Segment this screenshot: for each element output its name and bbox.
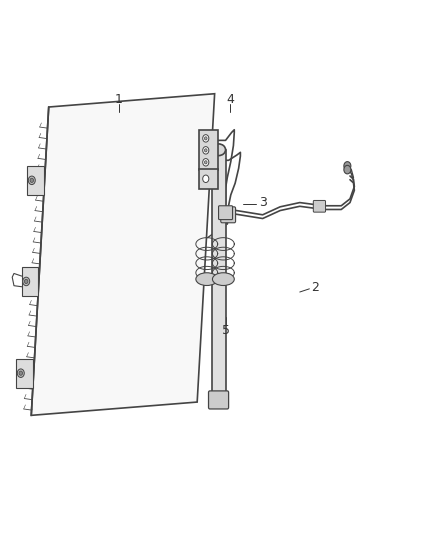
Circle shape xyxy=(205,149,207,152)
Circle shape xyxy=(23,277,30,286)
Ellipse shape xyxy=(196,273,218,286)
FancyBboxPatch shape xyxy=(221,207,236,223)
Circle shape xyxy=(30,178,34,182)
Text: 4: 4 xyxy=(226,93,234,106)
Circle shape xyxy=(203,159,209,166)
Polygon shape xyxy=(31,94,215,415)
Circle shape xyxy=(344,161,351,170)
Circle shape xyxy=(17,369,24,377)
Circle shape xyxy=(344,165,351,174)
Circle shape xyxy=(203,147,209,154)
FancyBboxPatch shape xyxy=(313,200,325,212)
Ellipse shape xyxy=(212,273,234,286)
FancyBboxPatch shape xyxy=(28,166,44,195)
Circle shape xyxy=(203,135,209,142)
FancyBboxPatch shape xyxy=(219,206,233,220)
Circle shape xyxy=(28,176,35,184)
Text: 3: 3 xyxy=(259,196,267,209)
Ellipse shape xyxy=(212,144,226,156)
Bar xyxy=(199,131,218,170)
FancyBboxPatch shape xyxy=(22,267,39,296)
Bar xyxy=(212,150,226,394)
Circle shape xyxy=(19,371,22,375)
Text: 2: 2 xyxy=(311,281,319,294)
Circle shape xyxy=(203,175,209,182)
Circle shape xyxy=(25,279,28,284)
Bar xyxy=(199,168,218,189)
Circle shape xyxy=(205,161,207,164)
Text: 5: 5 xyxy=(222,324,230,337)
Text: 1: 1 xyxy=(115,93,123,106)
FancyBboxPatch shape xyxy=(208,391,229,409)
FancyBboxPatch shape xyxy=(16,359,33,388)
Circle shape xyxy=(205,137,207,140)
